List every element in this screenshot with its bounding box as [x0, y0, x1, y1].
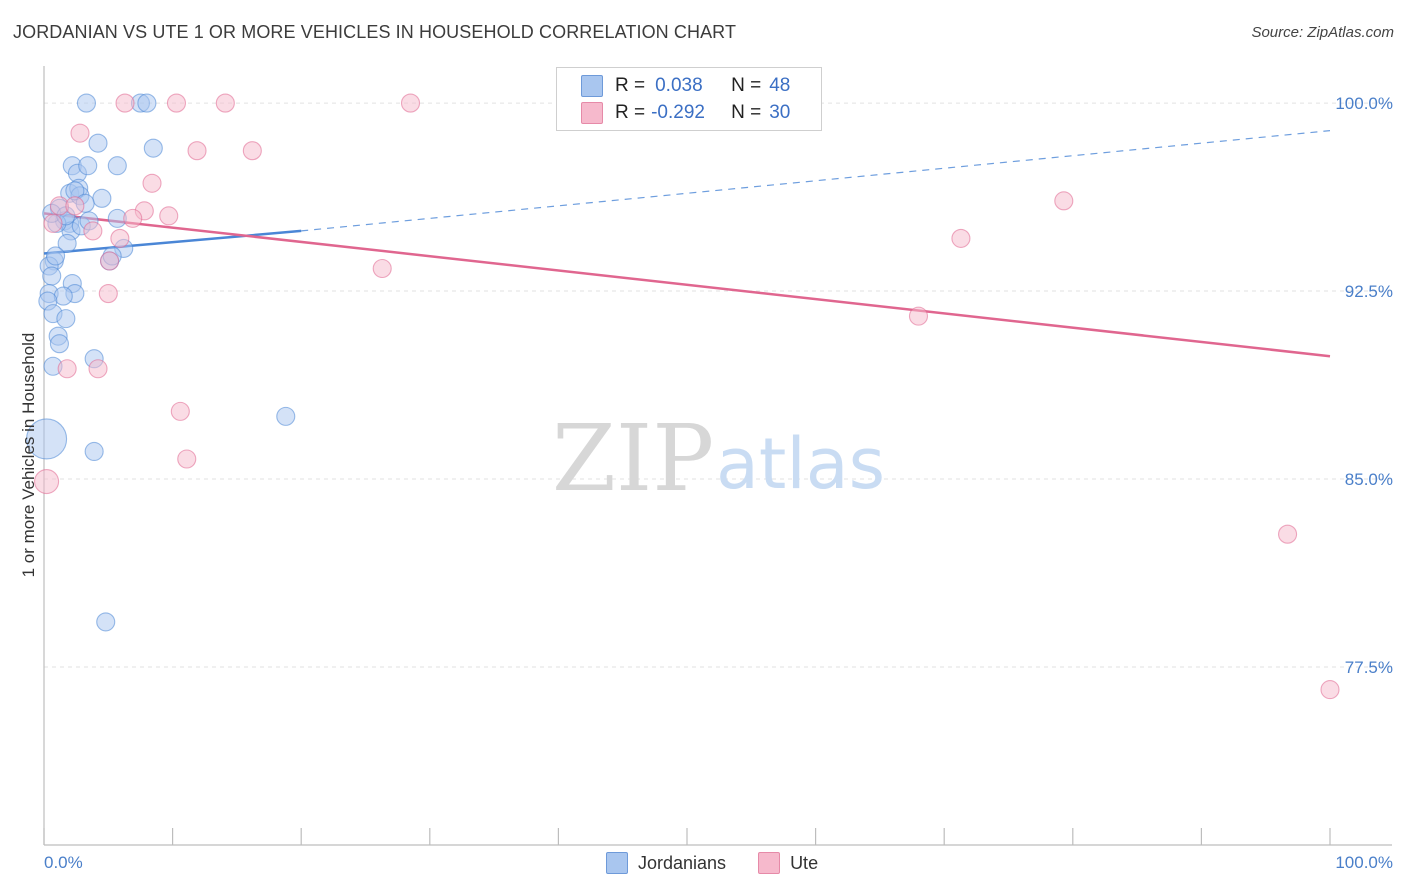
chart-title: JORDANIAN VS UTE 1 OR MORE VEHICLES IN H…: [13, 22, 737, 42]
point-ute: [400, 93, 421, 113]
legend-swatch-jordanians: [581, 75, 603, 97]
series-legend-jordanians[interactable]: Jordanians: [606, 852, 726, 874]
point-ute: [170, 401, 190, 421]
point-jordanians: [46, 246, 66, 266]
series-legend-ute[interactable]: Ute: [758, 852, 818, 874]
point-ute: [57, 359, 77, 379]
point-ute: [98, 284, 118, 304]
series-swatch-ute: [758, 852, 781, 874]
tick-labels: 77.5% 85.0% 92.5% 100.0% 0.0% 100.0%: [44, 94, 1393, 872]
y-tick-label: 85.0%: [1345, 470, 1393, 489]
point-jordanians: [42, 266, 62, 286]
point-ute: [177, 449, 197, 469]
point-jordanians: [92, 188, 112, 208]
point-ute: [908, 306, 929, 326]
point-ute: [100, 251, 120, 271]
y-tick-label: 77.5%: [1345, 658, 1393, 677]
point-ute: [123, 208, 143, 228]
point-ute: [1278, 524, 1298, 544]
point-jordanians: [88, 133, 108, 153]
point-ute: [951, 228, 971, 248]
data-points: [26, 93, 1340, 700]
point-ute: [142, 173, 162, 193]
legend-swatch-ute: [581, 102, 603, 124]
point-ute: [1054, 191, 1074, 211]
point-ute: [34, 469, 60, 495]
point-ute: [83, 221, 103, 241]
point-ute: [115, 93, 135, 113]
legend-n-label: N =: [731, 75, 762, 96]
point-jordanians: [49, 334, 69, 354]
x-tick-label: 0.0%: [44, 853, 83, 872]
correlation-legend: R = 0.038 N = 48 R = -0.292 N = 30: [556, 67, 822, 131]
series-label-ute: Ute: [790, 852, 819, 873]
point-ute: [65, 196, 85, 216]
y-axis-label: 1 or more Vehicles in Household: [19, 333, 38, 578]
point-jordanians: [137, 93, 157, 113]
point-ute: [1320, 680, 1340, 700]
series-label-jordanians: Jordanians: [638, 852, 727, 873]
point-ute: [43, 213, 63, 233]
legend-n-value: 48: [769, 75, 791, 96]
point-jordanians: [57, 233, 77, 253]
point-jordanians: [107, 156, 127, 176]
watermark-zip: ZIP: [552, 405, 714, 512]
point-jordanians: [78, 156, 98, 176]
trend-lines: [43, 130, 1331, 358]
legend-r-label: R =: [615, 102, 646, 123]
legend-r-value: -0.292: [651, 102, 705, 123]
trend-line-ute: [43, 212, 1331, 358]
point-ute: [88, 359, 108, 379]
point-jordanians: [143, 138, 163, 158]
point-ute: [166, 93, 187, 113]
point-jordanians: [276, 406, 296, 426]
legend-r-value: 0.038: [655, 75, 703, 96]
point-jordanians: [56, 309, 76, 329]
point-ute: [110, 228, 130, 248]
point-ute: [215, 93, 235, 113]
point-jordanians: [84, 441, 104, 462]
x-tick-label: 100.0%: [1335, 853, 1393, 872]
point-jordanians: [96, 612, 116, 632]
legend-r-label: R =: [615, 75, 646, 96]
series-swatch-jordanians: [606, 852, 628, 874]
point-ute: [159, 206, 179, 226]
legend-n-value: 30: [769, 102, 791, 123]
series-legend: Jordanians Ute: [606, 852, 850, 874]
watermark: ZIP atlas: [552, 405, 885, 512]
legend-row-ute: R = -0.292 N = 30: [581, 100, 790, 126]
legend-row-jordanians: R = 0.038 N = 48: [581, 73, 790, 99]
trend-line-jordanians-extrapolated: [301, 130, 1331, 232]
y-tick-label: 100.0%: [1335, 94, 1393, 113]
point-ute: [372, 258, 392, 279]
watermark-atlas: atlas: [716, 423, 885, 505]
point-jordanians: [26, 418, 68, 460]
trend-line-jordanians: [43, 229, 302, 255]
y-tick-label: 92.5%: [1345, 282, 1393, 301]
point-ute: [70, 123, 90, 143]
point-jordanians: [76, 93, 96, 113]
point-ute: [242, 141, 262, 161]
point-ute: [187, 141, 207, 161]
source-label: Source: ZipAtlas.com: [1251, 24, 1394, 41]
legend-n-label: N =: [731, 102, 762, 123]
gridlines: [44, 102, 1392, 668]
